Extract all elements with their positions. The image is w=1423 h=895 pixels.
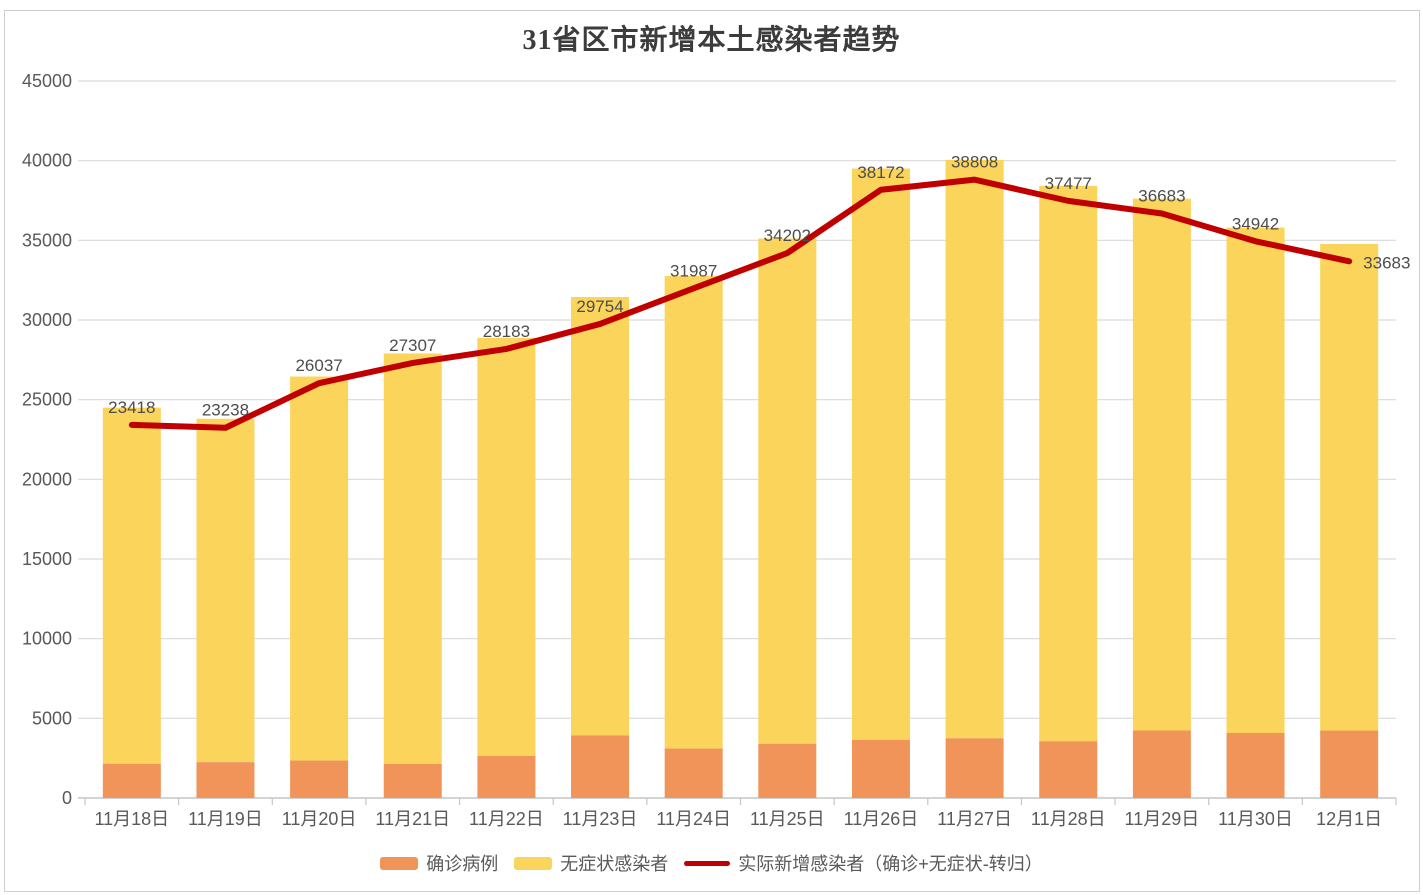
bar-asymptomatic-segment: [851, 168, 910, 740]
bar-confirmed-segment: [1039, 741, 1098, 798]
chart-title: 31省区市新增本土感染者趋势: [522, 25, 901, 56]
data-label: 37477: [1045, 174, 1092, 193]
bar-asymptomatic-segment: [290, 376, 349, 761]
data-label: 38808: [951, 153, 998, 172]
x-axis-label: 11月28日: [1031, 809, 1106, 829]
bar-confirmed-segment: [290, 760, 349, 798]
data-label: 28183: [483, 322, 530, 341]
x-axis-label: 11月19日: [188, 809, 263, 829]
data-label: 31987: [670, 261, 717, 280]
bar-asymptomatic-segment: [383, 353, 442, 764]
x-axis-label: 11月24日: [656, 809, 731, 829]
bar-asymptomatic-segment: [196, 418, 255, 763]
y-axis-label: 10000: [22, 629, 72, 649]
data-label: 34202: [764, 226, 811, 245]
y-axis-label: 0: [62, 788, 72, 808]
data-label: 33683: [1363, 253, 1410, 272]
legend-label-asymptomatic: 无症状感染者: [560, 854, 669, 874]
bar-asymptomatic-segment: [571, 296, 630, 736]
bar-asymptomatic-segment: [477, 337, 536, 756]
bar-confirmed-segment: [196, 762, 255, 798]
legend-item-actual-new: 实际新增感染者（确诊+无症状-转归）: [684, 850, 1043, 876]
data-label: 34942: [1232, 214, 1279, 233]
chart-legend: 确诊病例 无症状感染者 实际新增感染者（确诊+无症状-转归）: [0, 850, 1423, 876]
bar-confirmed-segment: [945, 738, 1004, 798]
bar-asymptomatic-segment: [1226, 227, 1285, 733]
bar-confirmed-segment: [571, 735, 630, 798]
data-label: 26037: [295, 356, 342, 375]
y-axis-label: 5000: [32, 708, 72, 728]
bar-confirmed-segment: [102, 763, 161, 798]
legend-item-asymptomatic: 无症状感染者: [514, 850, 668, 876]
legend-label-confirmed: 确诊病例: [426, 854, 499, 874]
bar-confirmed-segment: [1132, 730, 1191, 798]
x-axis-label: 11月26日: [844, 809, 919, 829]
x-axis-label: 11月20日: [282, 809, 357, 829]
bar-asymptomatic-segment: [102, 407, 161, 764]
bar-asymptomatic-segment: [1132, 198, 1191, 731]
y-axis-label: 20000: [22, 469, 72, 489]
x-axis-label: 11月21日: [375, 809, 450, 829]
bar-confirmed-segment: [758, 743, 817, 798]
legend-item-confirmed: 确诊病例: [380, 850, 498, 876]
bar-confirmed-segment: [1320, 730, 1379, 798]
x-axis-label: 11月27日: [937, 809, 1012, 829]
data-label: 23238: [202, 401, 249, 420]
y-axis-label: 45000: [22, 71, 72, 91]
bar-confirmed-segment: [477, 755, 536, 798]
y-axis-label: 35000: [22, 230, 72, 250]
bar-confirmed-segment: [1226, 732, 1285, 798]
y-axis-label: 15000: [22, 549, 72, 569]
x-axis-label: 11月30日: [1218, 809, 1293, 829]
x-axis-label: 11月22日: [469, 809, 544, 829]
bar-asymptomatic-segment: [664, 276, 723, 749]
x-axis-label: 11月18日: [94, 809, 169, 829]
x-axis-label: 11月25日: [750, 809, 825, 829]
data-label: 36683: [1138, 187, 1185, 206]
data-label: 23418: [108, 398, 155, 417]
data-label: 29754: [576, 297, 623, 316]
bar-asymptomatic-segment: [1039, 185, 1098, 742]
data-label: 38172: [857, 163, 904, 182]
data-label: 27307: [389, 336, 436, 355]
bar-asymptomatic-segment: [758, 238, 817, 744]
x-axis-label: 11月29日: [1125, 809, 1200, 829]
bar-asymptomatic-segment: [1320, 243, 1379, 731]
x-axis-label: 12月1日: [1316, 809, 1382, 829]
bar-confirmed-segment: [383, 763, 442, 798]
x-axis-label: 11月23日: [563, 809, 638, 829]
bar-confirmed-segment: [664, 748, 723, 798]
bar-confirmed-segment: [851, 739, 910, 798]
chart-plot-area: 0 5000 10000 15000 20000 25000 30000 35000 40000…: [22, 71, 1411, 829]
trend-line: [128, 176, 1353, 431]
bar-asymptomatic-segment: [945, 159, 1004, 739]
y-axis-label: 25000: [22, 390, 72, 410]
asymptomatic-swatch-icon: [514, 856, 553, 870]
y-axis-label: 40000: [22, 151, 72, 171]
trend-line-swatch-icon: [684, 860, 731, 866]
confirmed-swatch-icon: [380, 856, 419, 870]
legend-label-actual-new: 实际新增感染者（确诊+无症状-转归）: [738, 854, 1043, 874]
y-axis-label: 30000: [22, 310, 72, 330]
